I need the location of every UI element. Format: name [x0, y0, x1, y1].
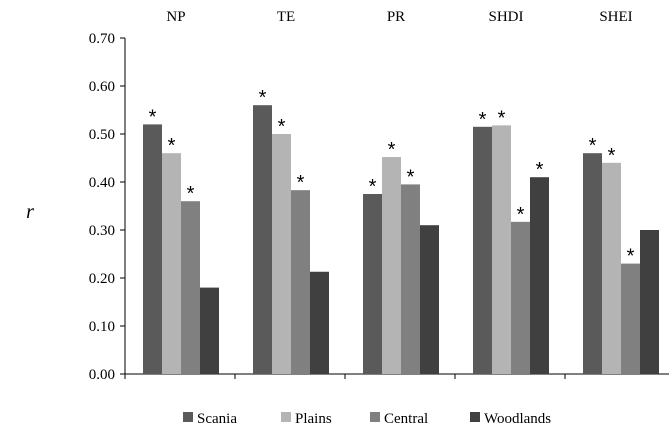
legend-swatch [183, 412, 193, 422]
y-tick-label: 0.70 [89, 31, 115, 47]
y-axis-label: r [26, 201, 34, 223]
significance-star: * [517, 204, 525, 226]
significance-star: * [187, 183, 195, 205]
bar [420, 225, 439, 374]
legend-label: Scania [197, 411, 237, 427]
bar [640, 230, 659, 374]
bar [363, 194, 382, 374]
legend-swatch [470, 412, 480, 422]
significance-star: * [536, 159, 544, 181]
legend: Scania Plains Central Woodlands [183, 411, 551, 427]
legend-label: Central [384, 411, 428, 427]
significance-star: * [407, 166, 415, 188]
category-label: PR [387, 9, 405, 25]
y-tick-label: 0.20 [89, 271, 115, 287]
y-tick-label: 0.30 [89, 223, 115, 239]
bar [473, 126, 492, 374]
y-tick-label: 0.10 [89, 319, 115, 335]
significance-star: * [168, 135, 176, 157]
legend-swatch [281, 412, 291, 422]
significance-star: * [259, 87, 267, 109]
significance-star: * [479, 109, 487, 131]
legend-label: Woodlands [484, 411, 551, 427]
bar [530, 177, 549, 374]
y-tick-label: 0.40 [89, 175, 115, 191]
y-tick-label: 0.60 [89, 79, 115, 95]
y-tick-label: 0.50 [89, 127, 115, 143]
bar [200, 287, 219, 374]
bar [310, 271, 329, 374]
significance-star: * [278, 116, 286, 138]
bar [583, 153, 602, 374]
significance-star: * [369, 176, 377, 198]
bar [602, 162, 621, 374]
category-label: NP [166, 9, 185, 25]
category-label: SHEI [599, 9, 632, 25]
bar [621, 263, 640, 374]
bar [492, 125, 511, 374]
bar [401, 184, 420, 374]
significance-star: * [627, 246, 635, 268]
legend-swatch [370, 412, 380, 422]
bar [143, 124, 162, 375]
bar [511, 221, 530, 374]
significance-star: * [498, 107, 506, 129]
significance-star: * [608, 145, 616, 167]
bar [382, 157, 401, 374]
bar [162, 153, 181, 374]
bar [272, 134, 291, 374]
category-label: TE [277, 9, 295, 25]
bar [253, 105, 272, 374]
significance-star: * [149, 106, 157, 128]
legend-label: Plains [295, 411, 332, 427]
y-tick-label: 0.00 [89, 367, 115, 383]
significance-star: * [297, 172, 305, 194]
significance-star: * [388, 139, 396, 161]
plot-area: 0.00 0.10 0.20 0.30 0.40 0.50 0.60 0.70 NP TE PR SH… [89, 9, 669, 383]
significance-star: * [589, 135, 597, 157]
category-label: SHDI [488, 9, 523, 25]
bar [291, 190, 310, 374]
bar [181, 201, 200, 374]
